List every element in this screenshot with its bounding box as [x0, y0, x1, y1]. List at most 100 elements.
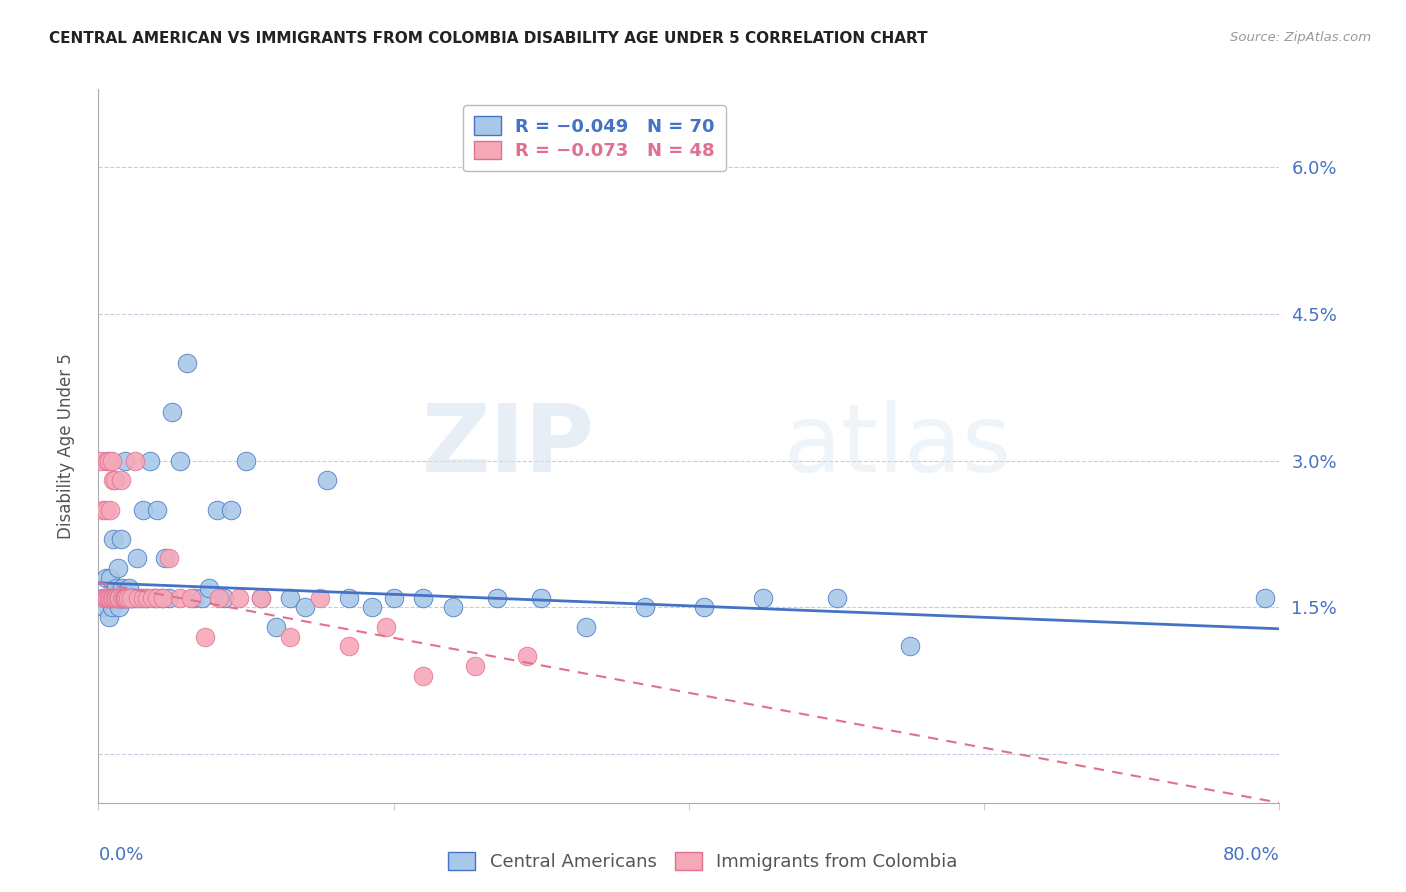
Point	[250, 591, 273, 605]
Point	[100, 591, 122, 605]
Point	[91, 591, 114, 605]
Point	[464, 659, 486, 673]
Point	[107, 561, 129, 575]
Point	[93, 600, 115, 615]
Point	[146, 591, 169, 605]
Point	[111, 581, 134, 595]
Point	[94, 591, 117, 605]
Point	[516, 649, 538, 664]
Point	[212, 591, 235, 605]
Point	[153, 551, 176, 566]
Text: 0.0%: 0.0%	[98, 846, 143, 863]
Point	[111, 591, 134, 605]
Point	[97, 453, 120, 467]
Point	[132, 591, 155, 605]
Point	[103, 591, 125, 605]
Point	[135, 591, 157, 605]
Point	[169, 591, 191, 605]
Point	[183, 591, 205, 605]
Point	[169, 453, 191, 467]
Point	[115, 591, 138, 605]
Point	[375, 620, 398, 634]
Point	[198, 581, 221, 595]
Point	[575, 620, 598, 634]
Point	[264, 620, 287, 634]
Point	[112, 591, 135, 605]
Point	[132, 502, 155, 516]
Point	[98, 591, 121, 605]
Point	[205, 502, 228, 516]
Point	[486, 591, 509, 605]
Point	[100, 591, 122, 605]
Point	[162, 405, 183, 419]
Point	[128, 591, 150, 605]
Text: atlas: atlas	[783, 400, 1012, 492]
Legend: R = −0.049   N = 70, R = −0.073   N = 48: R = −0.049 N = 70, R = −0.073 N = 48	[463, 105, 725, 171]
Point	[117, 591, 139, 605]
Point	[96, 591, 118, 605]
Point	[103, 473, 125, 487]
Point	[125, 551, 148, 566]
Point	[107, 591, 129, 605]
Point	[280, 591, 302, 605]
Point	[280, 630, 302, 644]
Point	[825, 591, 848, 605]
Point	[103, 591, 125, 605]
Point	[143, 591, 166, 605]
Point	[94, 502, 117, 516]
Point	[441, 600, 464, 615]
Point	[157, 591, 180, 605]
Point	[103, 532, 125, 546]
Point	[146, 502, 169, 516]
Point	[141, 591, 163, 605]
Point	[105, 591, 128, 605]
Point	[412, 669, 434, 683]
Point	[1254, 591, 1277, 605]
Point	[309, 591, 332, 605]
Point	[104, 591, 127, 605]
Point	[97, 591, 120, 605]
Point	[634, 600, 657, 615]
Point	[93, 591, 115, 605]
Point	[98, 591, 121, 605]
Legend: Central Americans, Immigrants from Colombia: Central Americans, Immigrants from Colom…	[441, 845, 965, 879]
Point	[900, 640, 922, 654]
Point	[104, 473, 127, 487]
Point	[382, 591, 405, 605]
Point	[139, 453, 162, 467]
Point	[194, 630, 217, 644]
Point	[94, 571, 117, 585]
Point	[360, 600, 382, 615]
Point	[124, 453, 146, 467]
Point	[120, 591, 142, 605]
Y-axis label: Disability Age Under 5: Disability Age Under 5	[56, 353, 75, 539]
Point	[97, 591, 120, 605]
Point	[121, 591, 143, 605]
Point	[107, 591, 129, 605]
Point	[152, 591, 174, 605]
Text: CENTRAL AMERICAN VS IMMIGRANTS FROM COLOMBIA DISABILITY AGE UNDER 5 CORRELATION : CENTRAL AMERICAN VS IMMIGRANTS FROM COLO…	[49, 31, 928, 46]
Point	[693, 600, 716, 615]
Point	[98, 571, 121, 585]
Point	[97, 610, 120, 624]
Point	[111, 591, 134, 605]
Point	[96, 453, 118, 467]
Point	[110, 591, 132, 605]
Point	[110, 473, 132, 487]
Point	[221, 502, 243, 516]
Point	[104, 591, 127, 605]
Point	[316, 473, 339, 487]
Point	[339, 591, 361, 605]
Point	[112, 591, 135, 605]
Point	[235, 453, 257, 467]
Point	[105, 581, 128, 595]
Point	[100, 453, 122, 467]
Point	[339, 640, 361, 654]
Point	[110, 532, 132, 546]
Point	[98, 502, 121, 516]
Point	[100, 600, 122, 615]
Point	[208, 591, 231, 605]
Point	[157, 551, 180, 566]
Point	[250, 591, 273, 605]
Point	[108, 600, 131, 615]
